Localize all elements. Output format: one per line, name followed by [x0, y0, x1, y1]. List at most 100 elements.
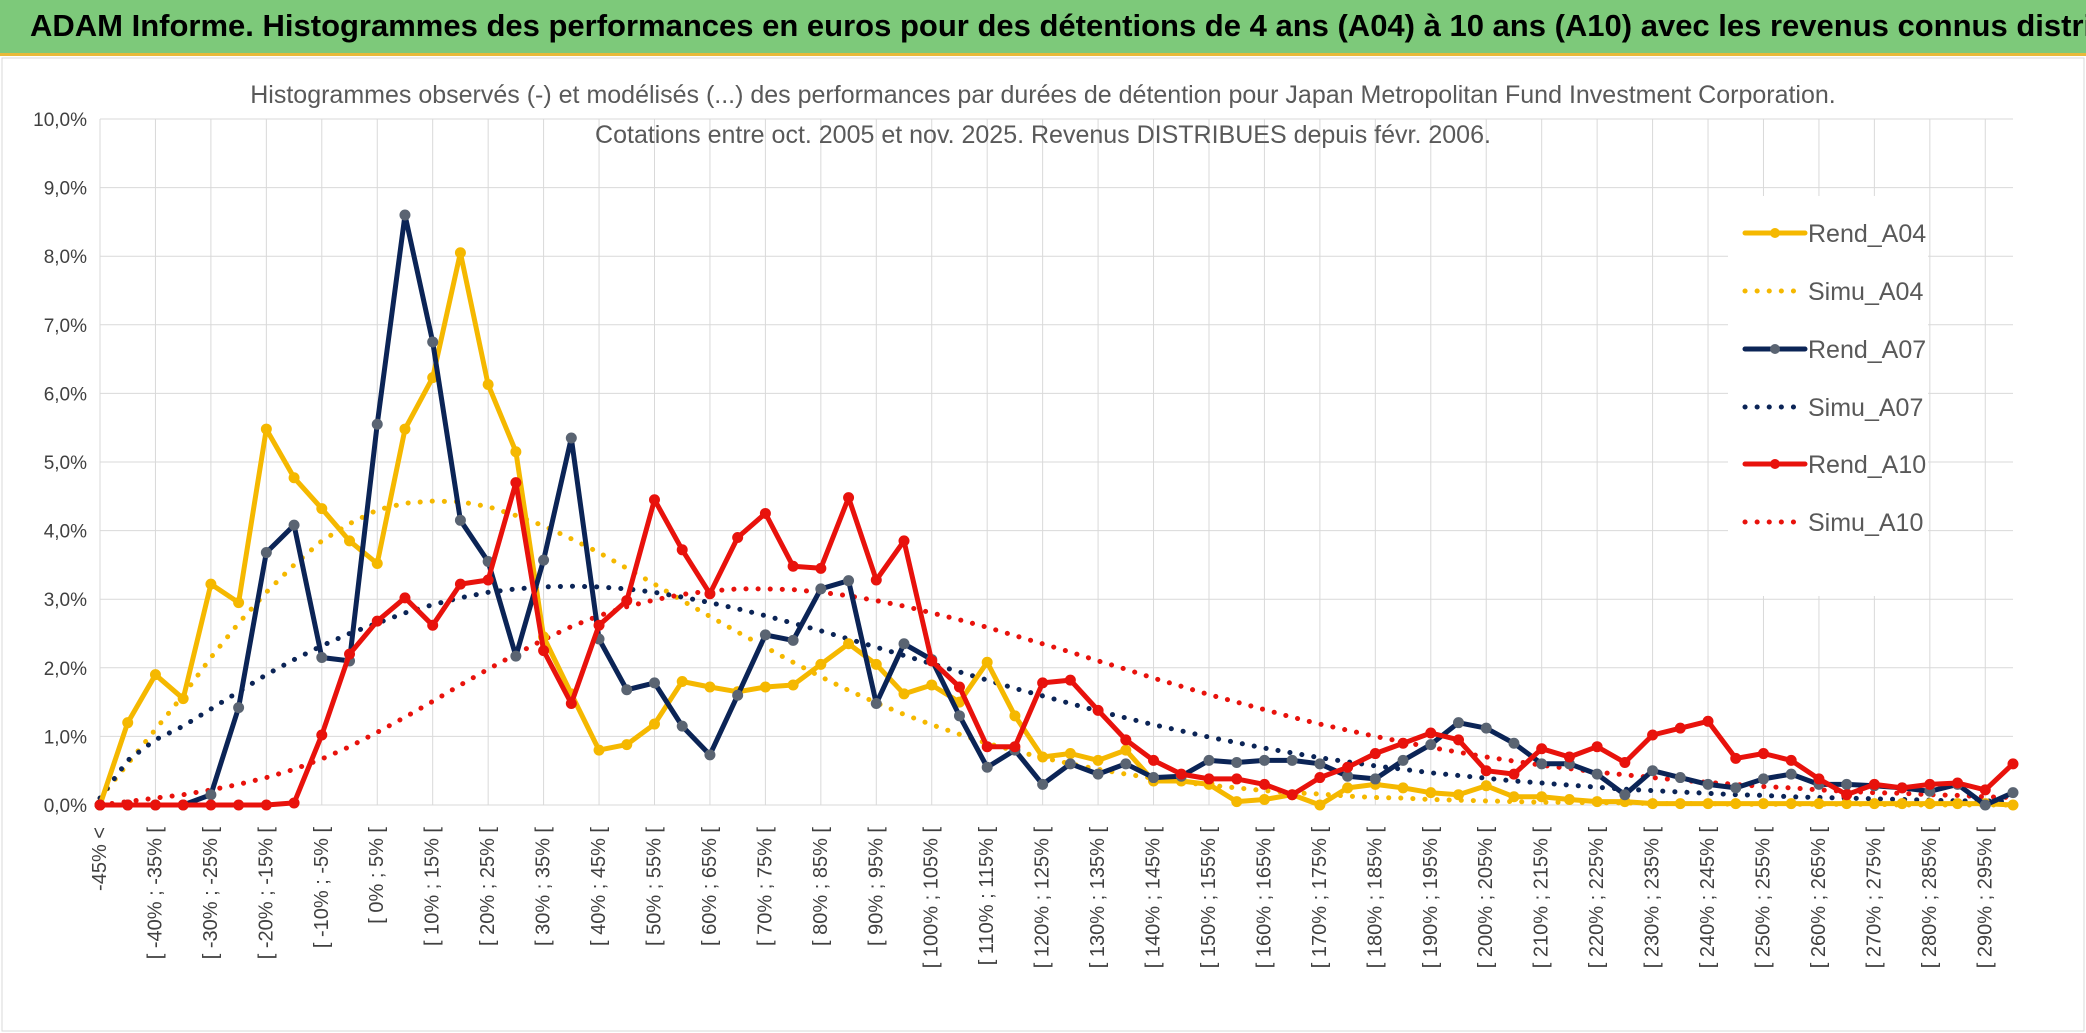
data-point-rend-a10: [1924, 778, 1936, 790]
data-point-rend-a10: [316, 729, 328, 741]
data-point-rend-a04: [1314, 799, 1326, 811]
data-point-rend-a07: [1314, 758, 1326, 770]
data-point-rend-a07: [1148, 772, 1160, 784]
data-point-rend-a04: [787, 679, 799, 691]
data-point-rend-a04: [371, 558, 383, 570]
data-point-rend-a07: [1508, 737, 1520, 749]
y-tick-label: 7,0%: [44, 316, 87, 337]
data-point-rend-a10: [538, 645, 550, 657]
data-point-rend-a04: [399, 423, 411, 435]
series-line-simu-a04: [97, 498, 2016, 808]
data-point-rend-a10: [1674, 722, 1686, 734]
data-point-rend-a07: [1591, 768, 1603, 780]
data-point-rend-a10: [1757, 748, 1769, 760]
x-tick-label: [ 260% ; 265% [: [1808, 827, 1830, 969]
data-point-rend-a07: [233, 702, 245, 714]
data-point-rend-a04: [843, 638, 855, 650]
data-point-rend-a07: [565, 432, 577, 444]
y-axis: 0,0% 1,0% 2,0% 3,0% 4,0% 5,0% 6,0% 7,0% 8,0% 9,0%…: [33, 110, 87, 817]
data-point-rend-a10: [953, 681, 965, 693]
data-point-rend-a07: [981, 761, 993, 773]
data-point-rend-a10: [1231, 773, 1243, 785]
x-tick-label: [ 160% ; 165% [: [1253, 827, 1275, 969]
data-point-rend-a07: [2007, 787, 2019, 799]
data-point-rend-a04: [122, 717, 134, 729]
x-tick-label: [ 0% ; 5% [: [366, 827, 388, 924]
data-point-rend-a10: [1563, 751, 1575, 763]
legend-label: Rend_A07: [1808, 336, 1926, 364]
data-point-rend-a04: [759, 681, 771, 693]
data-point-rend-a07: [371, 418, 383, 430]
data-point-rend-a10: [926, 655, 938, 667]
data-point-rend-a04: [288, 472, 300, 484]
data-point-rend-a10: [1453, 734, 1465, 746]
data-point-rend-a10: [344, 648, 356, 660]
data-point-rend-a04: [1952, 798, 1964, 810]
data-point-rend-a04: [1647, 798, 1659, 810]
data-point-rend-a10: [94, 799, 106, 811]
data-point-rend-a04: [1064, 748, 1076, 760]
data-point-rend-a04: [1730, 798, 1742, 810]
data-point-rend-a10: [704, 588, 716, 600]
x-tick-label: [ -40% ; -35% [: [144, 827, 166, 960]
data-point-rend-a07: [815, 583, 827, 595]
data-point-rend-a04: [1009, 710, 1021, 722]
x-tick-label: [ 90% ; 95% [: [865, 827, 887, 946]
data-point-rend-a07: [1258, 754, 1270, 766]
x-tick-label: [ 100% ; 105% [: [921, 827, 943, 969]
x-tick-label: [ 40% ; 45% [: [588, 827, 610, 946]
data-point-rend-a10: [676, 544, 688, 556]
y-tick-label: 1,0%: [44, 727, 87, 748]
data-point-rend-a04: [2007, 799, 2019, 811]
data-point-rend-a04: [815, 658, 827, 670]
data-point-rend-a04: [648, 718, 660, 730]
data-point-rend-a04: [1813, 798, 1825, 810]
data-point-rend-a07: [1619, 789, 1631, 801]
data-point-rend-a07: [1702, 778, 1714, 790]
data-point-rend-a04: [1563, 794, 1575, 806]
data-point-rend-a10: [1979, 784, 1991, 796]
data-point-rend-a04: [1425, 787, 1437, 799]
x-tick-label: [ 280% ; 285% [: [1919, 827, 1941, 969]
data-point-rend-a04: [704, 681, 716, 693]
legend-label: Simu_A10: [1808, 509, 1923, 537]
data-point-rend-a07: [787, 634, 799, 646]
data-point-rend-a10: [1120, 734, 1132, 746]
data-point-rend-a04: [260, 423, 272, 435]
data-point-rend-a07: [870, 697, 882, 709]
data-point-rend-a10: [787, 560, 799, 572]
chart-title: Histogrammes observés (-) et modélisés (…: [250, 81, 1836, 149]
x-tick-label: [ 290% ; 295% [: [1974, 827, 1996, 969]
data-point-rend-a07: [288, 519, 300, 531]
data-point-rend-a10: [1508, 768, 1520, 780]
data-point-rend-a10: [870, 574, 882, 586]
data-point-rend-a04: [1258, 794, 1270, 806]
data-point-rend-a04: [1536, 791, 1548, 803]
report-banner: ADAM Informe. Histogrammes des performan…: [0, 0, 2086, 56]
data-point-rend-a07: [454, 514, 466, 526]
data-point-rend-a07: [648, 677, 660, 689]
legend-label: Rend_A04: [1808, 220, 1926, 248]
series-line-rend-a04: [97, 250, 2016, 808]
data-point-rend-a07: [1064, 758, 1076, 770]
data-point-rend-a04: [233, 597, 245, 609]
data-point-rend-a07: [1674, 772, 1686, 784]
data-point-rend-a10: [621, 595, 633, 607]
x-tick-label: [ 250% ; 255% [: [1752, 827, 1774, 969]
series-line-rend-a07: [97, 212, 2016, 808]
x-tick-label: [ -10% ; -5% [: [311, 827, 333, 949]
data-point-rend-a04: [1591, 796, 1603, 808]
data-point-rend-a04: [1757, 798, 1769, 810]
data-point-rend-a10: [759, 507, 771, 519]
data-point-rend-a10: [1952, 777, 1964, 789]
report-title: ADAM Informe. Histogrammes des performan…: [30, 8, 2086, 43]
data-point-rend-a10: [1009, 741, 1021, 753]
data-point-rend-a04: [1896, 798, 1908, 810]
y-tick-label: 5,0%: [44, 453, 87, 474]
data-point-rend-a07: [1120, 758, 1132, 770]
x-axis: -45% < [ -40% ; -35% [[ -30% ; -25% [[ -2…: [89, 827, 1996, 969]
data-point-rend-a10: [177, 799, 189, 811]
data-point-rend-a10: [1037, 677, 1049, 689]
series-line-simu-a10: [97, 586, 2016, 808]
data-point-rend-a07: [1286, 754, 1298, 766]
